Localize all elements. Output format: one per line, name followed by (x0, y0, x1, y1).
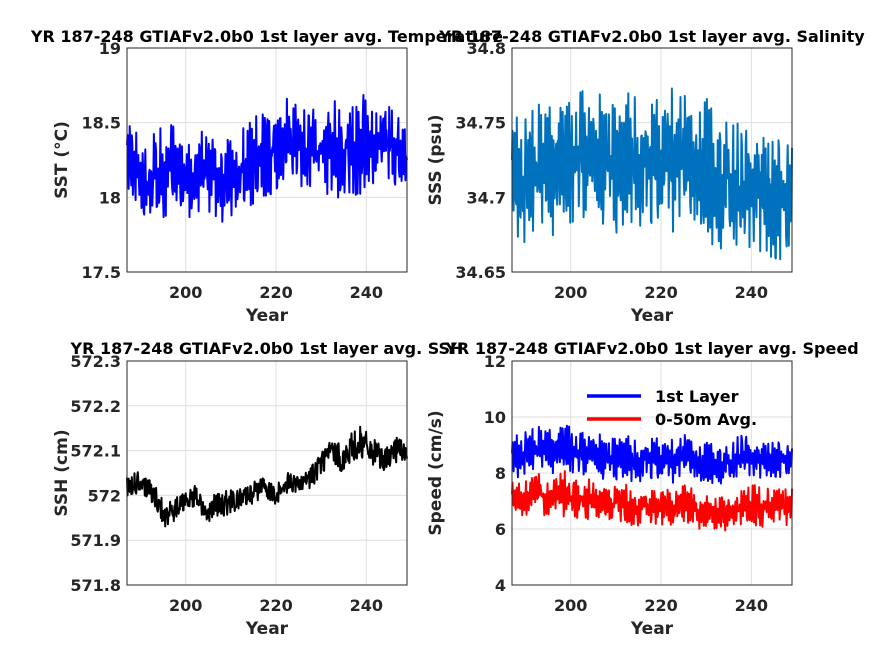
x-tick-label: 200 (554, 596, 587, 615)
subplot-title: YR 187-248 GTIAFv2.0b0 1st layer avg. SS… (70, 339, 464, 358)
y-tick-label: 572.1 (70, 442, 121, 461)
subplot-3: 571.8 571.9 572 572.1 572.2 572.3 200 220 240 Yea… (52, 339, 463, 639)
y-tick-label: 17.5 (82, 263, 121, 282)
subplot-title: YR 187-248 GTIAFv2.0b0 1st layer avg. Sp… (444, 339, 858, 358)
axes-box (511, 47, 793, 273)
legend-label: 1st Layer (655, 387, 739, 406)
x-tick-label: 200 (169, 283, 202, 302)
x-tick-label: 220 (644, 283, 677, 302)
y-tick-label: 34.65 (455, 263, 506, 282)
x-axis-label: Year (630, 619, 674, 639)
y-tick-label: 6 (495, 520, 506, 539)
x-axis-label: Year (245, 619, 289, 639)
x-tick-label: 220 (644, 596, 677, 615)
series-line-4-2 (511, 470, 793, 532)
axes-box (126, 360, 408, 586)
y-axis-label: SSH (cm) (52, 429, 72, 516)
x-tick-label: 240 (350, 283, 383, 302)
series-line-3-1 (126, 425, 408, 528)
axes-box (126, 47, 408, 273)
subplot-title: YR 187-248 GTIAFv2.0b0 1st layer avg. Sa… (438, 27, 865, 46)
x-axis-label: Year (245, 306, 289, 326)
y-axis-label: SSS (psu) (426, 114, 446, 205)
legend: 1st Layer 0-50m Avg. (587, 387, 757, 429)
y-tick-label: 8 (495, 464, 506, 483)
subplot-1: 17.5 18 18.5 19 200 220 240 Year SST (°C) YR 187-… (30, 27, 503, 326)
y-tick-label: 34.8 (467, 39, 506, 58)
plot-area (127, 361, 407, 585)
subplot-2: 34.65 34.7 34.75 34.8 200 220 240 Year SSS (psu)… (426, 27, 865, 326)
x-tick-label: 200 (169, 596, 202, 615)
y-tick-label: 34.7 (467, 188, 506, 207)
x-tick-label: 200 (554, 283, 587, 302)
y-tick-label: 572.3 (70, 352, 121, 371)
y-tick-label: 4 (495, 576, 506, 595)
y-tick-label: 571.8 (70, 576, 121, 595)
y-tick-label: 572 (88, 486, 121, 505)
y-tick-label: 19 (99, 39, 121, 58)
y-tick-label: 10 (484, 408, 506, 427)
subplot-title: YR 187-248 GTIAFv2.0b0 1st layer avg. Te… (30, 27, 503, 46)
y-tick-label: 18.5 (82, 114, 121, 133)
series-line-1-1 (126, 94, 408, 223)
y-tick-label: 34.75 (455, 114, 506, 133)
x-axis-label: Year (630, 306, 674, 326)
y-axis-label: SST (°C) (52, 121, 72, 199)
y-tick-label: 18 (99, 188, 121, 207)
y-axis-label: Speed (cm/s) (426, 410, 446, 535)
y-tick-label: 12 (484, 352, 506, 371)
x-tick-label: 240 (735, 283, 768, 302)
x-tick-label: 240 (350, 596, 383, 615)
subplot-4: 4 6 8 10 12 200 220 240 Year Speed (cm/s) YR 187-2… (426, 339, 859, 639)
axes-box (511, 360, 793, 586)
y-tick-label: 572.2 (70, 397, 121, 416)
series-line-4-1 (511, 424, 793, 485)
x-tick-label: 240 (735, 596, 768, 615)
x-tick-label: 220 (259, 596, 292, 615)
x-tick-label: 220 (259, 283, 292, 302)
legend-label: 0-50m Avg. (655, 410, 757, 429)
series-line-2-1 (511, 87, 793, 261)
y-tick-label: 571.9 (70, 531, 121, 550)
